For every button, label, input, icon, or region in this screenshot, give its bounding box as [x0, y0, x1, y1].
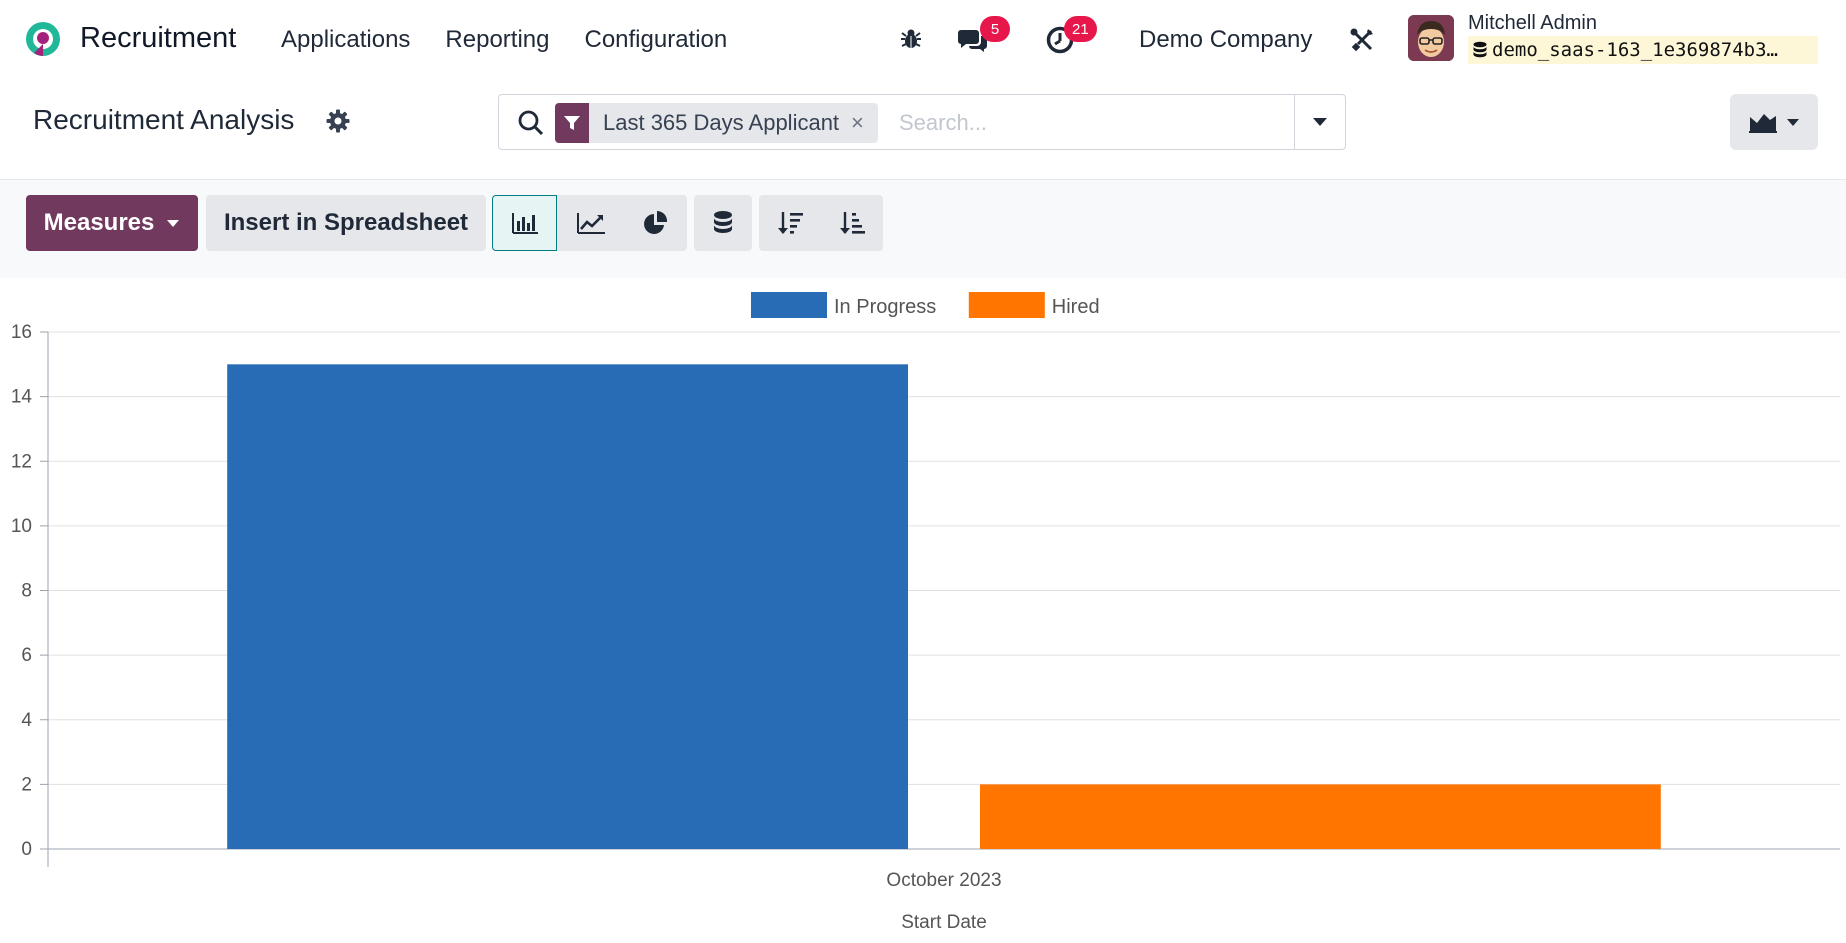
app-name[interactable]: Recruitment	[80, 22, 237, 54]
caret-down-icon	[167, 219, 180, 227]
y-tick-label: 4	[21, 710, 32, 731]
x-tick-label: October 2023	[886, 870, 1001, 891]
tools-icon[interactable]	[1348, 26, 1376, 54]
stacked-icon	[714, 211, 732, 233]
y-tick-label: 14	[11, 387, 33, 408]
database-label: demo_saas-163_1e369874b3…	[1492, 39, 1778, 61]
x-axis-title: Start Date	[901, 912, 987, 933]
user-name[interactable]: Mitchell Admin	[1468, 12, 1597, 34]
measures-button[interactable]: Measures	[26, 195, 198, 251]
bar-chart-icon	[511, 213, 538, 234]
graph-toolbar: Measures Insert in Spreadsheet	[0, 179, 1846, 278]
caret-down-icon	[1313, 118, 1327, 126]
filter-icon	[555, 103, 589, 143]
search-options-toggle[interactable]	[1294, 95, 1345, 149]
page-title: Recruitment Analysis	[33, 104, 295, 135]
area-chart-icon	[1749, 114, 1777, 133]
insert-in-spreadsheet-button[interactable]: Insert in Spreadsheet	[206, 195, 486, 251]
search-input[interactable]	[899, 107, 1279, 139]
y-tick-label: 8	[21, 581, 32, 602]
menu-configuration[interactable]: Configuration	[584, 26, 728, 53]
line-chart-mode-button[interactable]	[557, 195, 625, 251]
line-chart-icon	[577, 213, 605, 234]
sort-descending-icon	[778, 212, 803, 234]
measures-label: Measures	[43, 209, 155, 236]
caret-down-icon	[1787, 118, 1799, 126]
messages-icon[interactable]	[956, 24, 990, 56]
sort-ascending-icon	[840, 212, 865, 234]
sort-descending-button[interactable]	[759, 195, 823, 251]
menu-reporting[interactable]: Reporting	[445, 26, 550, 53]
activities-badge: 21	[1064, 16, 1097, 42]
view-switcher-button[interactable]	[1730, 94, 1818, 150]
bar-chart: 0 2 4 6 8 10 12 14 16 October 2023 Start Date In Pr…	[11, 292, 1840, 933]
stacked-toggle-button[interactable]	[694, 195, 752, 251]
database-icon	[1473, 41, 1487, 58]
legend-label: In Progress	[834, 296, 936, 318]
graph-chart: 0 2 4 6 8 10 12 14 16 October 2023 Start Date In Pr…	[0, 278, 1846, 943]
bar-chart-mode-button[interactable]	[492, 195, 557, 251]
bar-hired	[980, 784, 1661, 849]
y-tick-label: 0	[21, 839, 32, 860]
recruitment-logo-icon[interactable]	[24, 20, 62, 58]
search-facet: Last 365 Days Applicant ×	[555, 103, 878, 143]
pie-chart-icon	[644, 210, 668, 234]
legend-swatch	[751, 292, 827, 318]
search-bar: Last 365 Days Applicant ×	[498, 94, 1346, 150]
bug-icon[interactable]	[898, 26, 924, 52]
database-name: demo_saas-163_1e369874b3…	[1468, 36, 1818, 64]
y-tick-label: 2	[21, 774, 32, 795]
company-switcher[interactable]: Demo Company	[1139, 26, 1313, 53]
y-tick-label: 12	[11, 451, 32, 472]
messages-badge: 5	[980, 16, 1010, 42]
top-navbar: Recruitment Applications Reporting Confi…	[0, 0, 1846, 80]
sort-ascending-button[interactable]	[823, 195, 883, 251]
y-tick-label: 6	[21, 645, 32, 666]
legend-label: Hired	[1052, 296, 1100, 318]
user-avatar[interactable]	[1408, 15, 1454, 61]
search-icon[interactable]	[517, 109, 545, 137]
main-menu: Applications Reporting Configuration	[281, 26, 762, 54]
gear-icon[interactable]	[326, 109, 350, 133]
facet-label: Last 365 Days Applicant	[603, 110, 840, 135]
legend-swatch	[968, 292, 1045, 318]
bar-in-progress	[227, 364, 908, 849]
y-tick-label: 16	[11, 322, 32, 343]
facet-remove-icon[interactable]: ×	[851, 110, 864, 135]
y-tick-label: 10	[11, 516, 32, 537]
pie-chart-mode-button[interactable]	[625, 195, 687, 251]
menu-applications[interactable]: Applications	[281, 26, 411, 53]
